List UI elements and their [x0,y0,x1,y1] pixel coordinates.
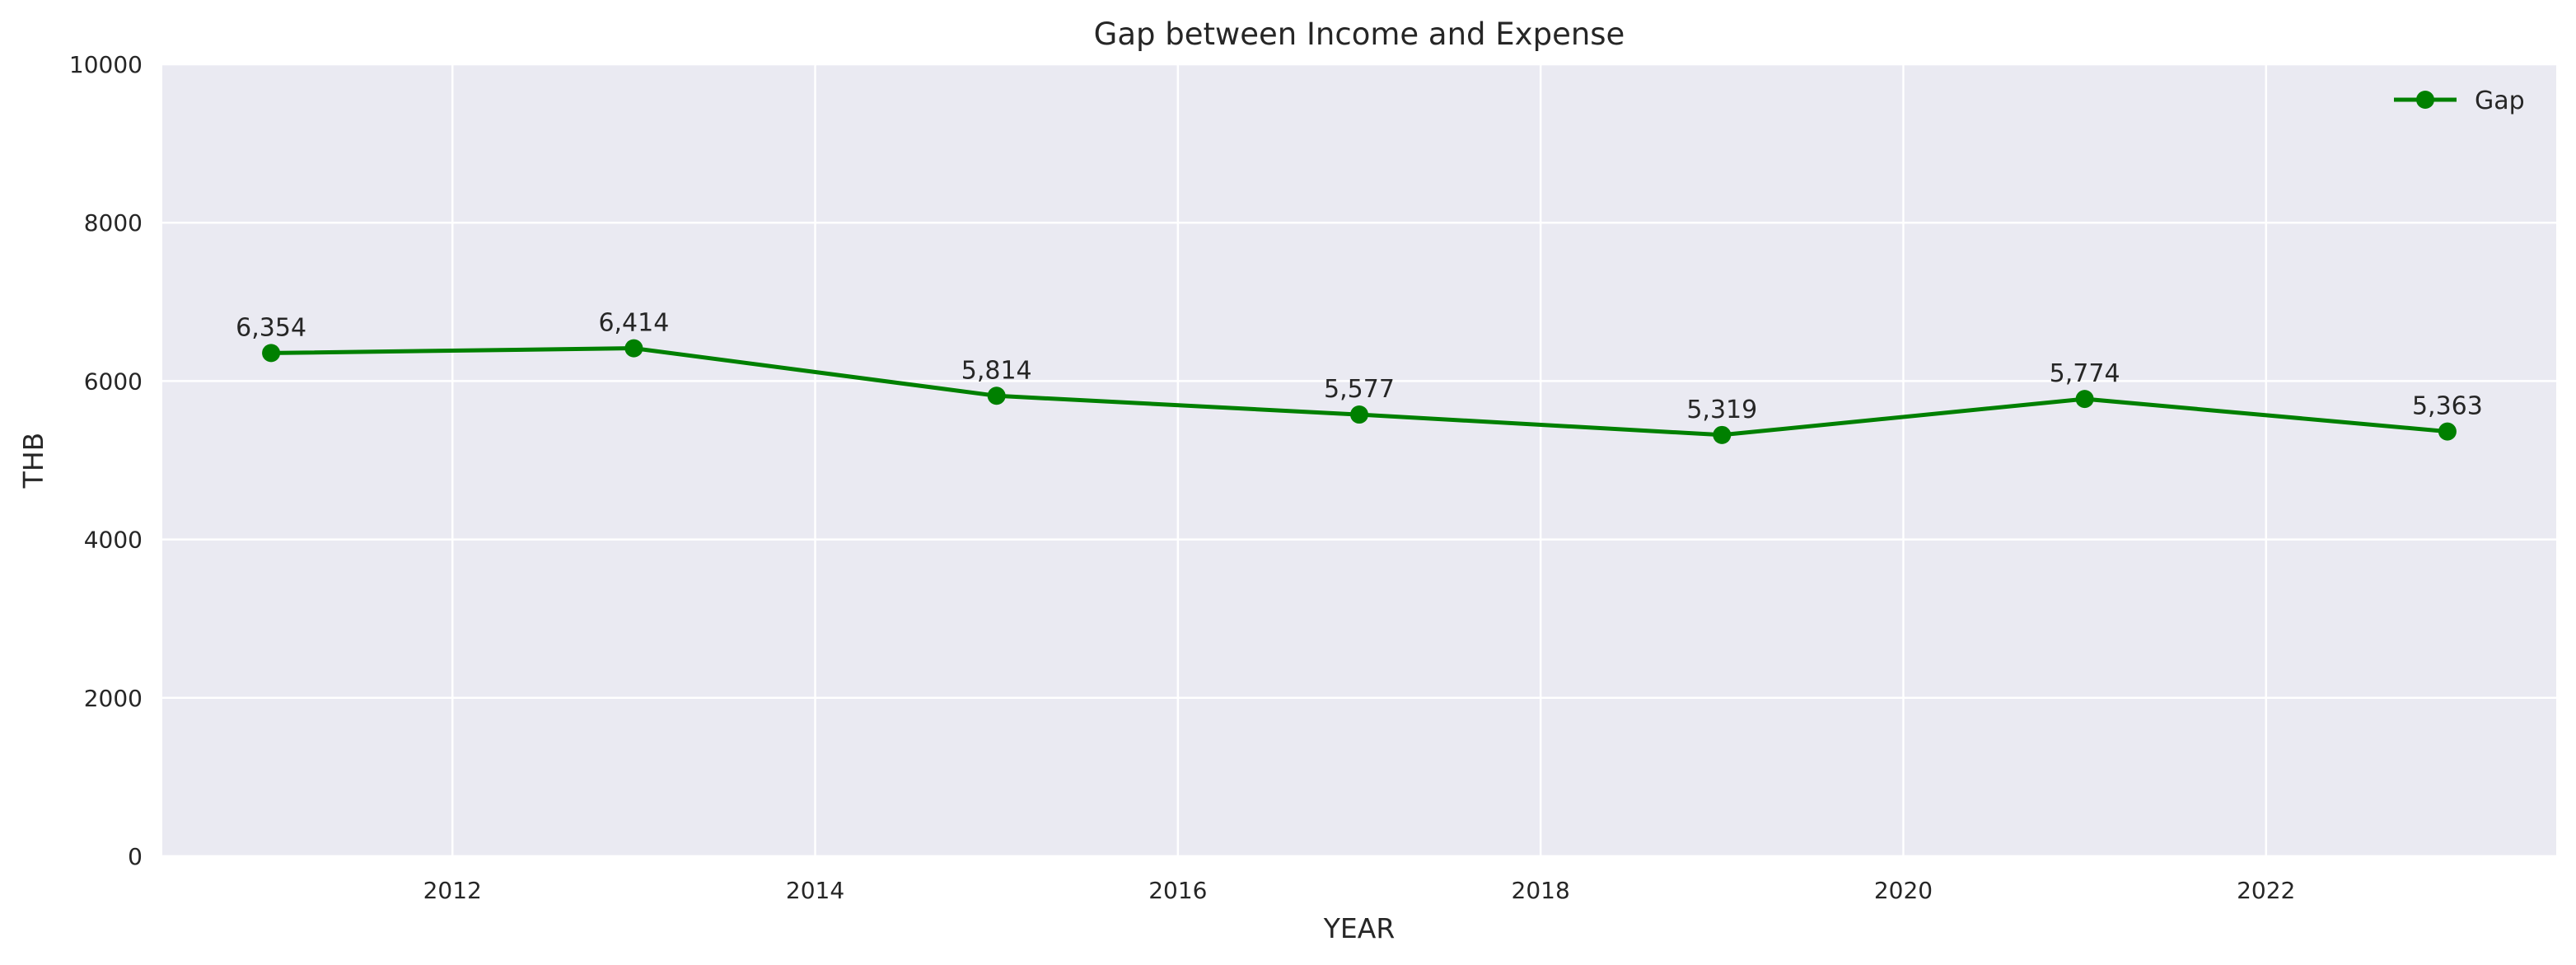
x-axis-label: YEAR [1323,912,1396,944]
x-tick-label: 2016 [1148,877,1207,904]
data-point [262,344,281,363]
data-label: 6,354 [236,313,306,342]
x-tick-label: 2020 [1874,877,1933,904]
data-point [1713,425,1732,444]
y-axis-label: THB [17,433,49,490]
data-label: 5,814 [961,356,1032,385]
y-tick-label: 2000 [84,685,143,712]
grid-lines [162,63,2556,858]
x-tick-label: 2018 [1512,877,1570,904]
chart-title: Gap between Income and Expense [1094,16,1625,52]
series-gap [262,339,2457,444]
x-tick-label: 2014 [786,877,844,904]
legend-label: Gap [2475,87,2525,115]
y-tick-label: 4000 [84,527,143,554]
data-point [2075,390,2094,409]
y-tick-label: 10000 [69,51,143,78]
x-axis-ticks: 2012 2014 2016 2018 2020 2022 [423,877,2296,904]
data-point [624,339,643,358]
legend: Gap [2394,87,2525,115]
x-tick-label: 2012 [423,877,482,904]
data-point [987,386,1006,405]
legend-marker-icon [2416,91,2434,109]
y-tick-label: 0 [128,843,143,870]
data-label: 5,319 [1686,396,1757,424]
data-point [2438,422,2457,441]
data-label: 6,414 [598,309,669,338]
data-point [1350,405,1368,424]
y-tick-label: 6000 [84,368,143,395]
x-tick-label: 2022 [2237,877,2295,904]
data-labels: 6,354 6,414 5,814 5,577 5,319 5,774 5,363 [236,309,2483,424]
data-label: 5,774 [2050,359,2120,388]
data-label: 5,363 [2412,392,2483,421]
y-axis-ticks: 0 2000 4000 6000 8000 10000 [69,51,143,870]
y-tick-label: 8000 [84,209,143,237]
data-label: 5,577 [1324,375,1395,404]
plot-area [162,64,2556,856]
